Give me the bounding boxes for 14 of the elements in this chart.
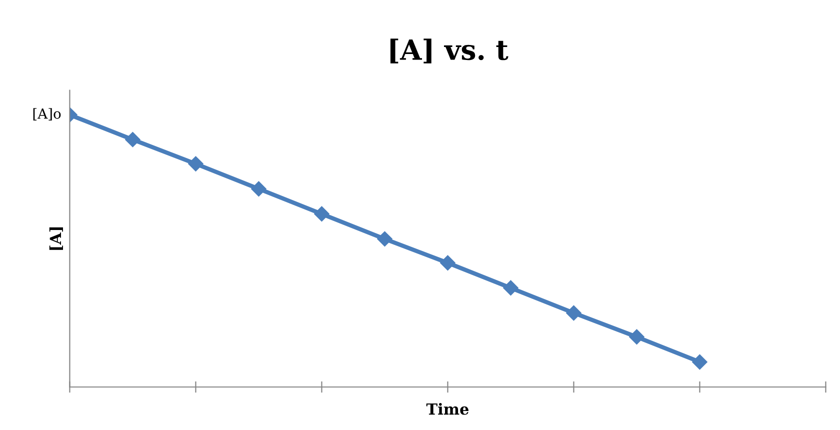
point [692,354,708,370]
point [503,280,518,296]
annotation: [A]o [33,108,61,120]
point [251,181,266,196]
point [188,156,204,172]
point [314,206,330,222]
point [566,305,582,321]
point [125,132,140,148]
chart-title: [A] vs. t [390,38,508,64]
point [377,231,392,246]
point [440,255,456,270]
y-axis-title: [A] [49,227,63,250]
x-axis-title: Time [426,402,469,415]
point [629,329,644,344]
